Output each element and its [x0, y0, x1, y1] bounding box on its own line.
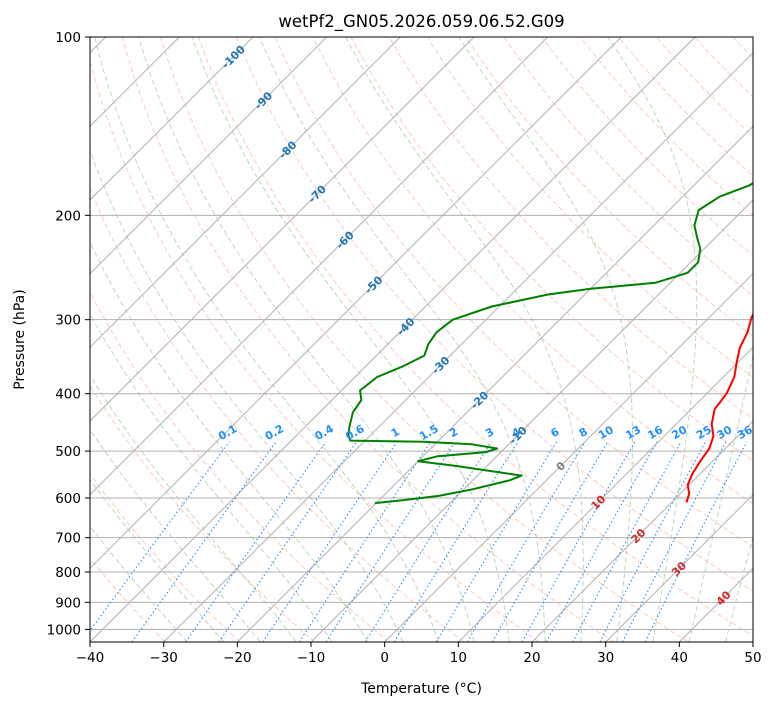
x-tick-label: −20	[223, 650, 252, 666]
dry-adiabat	[90, 59, 540, 642]
isotherm-line	[531, 420, 753, 642]
moist-adiabat	[90, 240, 369, 642]
x-tick-label: 40	[671, 650, 688, 666]
dry-adiabat	[350, 37, 753, 462]
chart-title: wetPf2_GN05.2026.059.06.52.G09	[278, 12, 564, 32]
x-tick-label: 10	[450, 650, 467, 666]
x-tick-label: 30	[597, 650, 614, 666]
plot-frame	[89, 36, 754, 643]
isotherm-line	[310, 199, 753, 642]
dry-adiabat	[90, 186, 465, 642]
dry-adiabat	[236, 37, 753, 592]
y-tick-label: 900	[55, 595, 81, 611]
mixing-ratio-line	[599, 441, 707, 642]
mixing-ratio-line	[491, 441, 609, 642]
dry-adiabat	[159, 37, 689, 642]
isotherm-line	[90, 37, 475, 422]
mixing-ratio-line	[572, 441, 682, 642]
x-tick-label: −40	[76, 650, 105, 666]
y-tick-label: 1000	[47, 622, 81, 638]
temperature-profile	[685, 312, 753, 503]
mixing-ratio-line	[621, 441, 727, 642]
mixing-ratio-line	[262, 441, 398, 642]
isotherm-line	[90, 37, 696, 642]
x-tick-label: 20	[523, 650, 540, 666]
mixing-ratio-line	[90, 441, 230, 632]
dry-adiabat	[121, 37, 614, 642]
moist-adiabat	[258, 37, 546, 642]
moist-adiabat	[90, 525, 188, 642]
mixing-ratio-line	[218, 441, 358, 642]
y-axis-title: Pressure (hPa)	[12, 289, 28, 389]
isotherm-line	[605, 493, 753, 642]
x-axis-title: Temperature (°C)	[360, 681, 482, 697]
dry-adiabat	[90, 472, 241, 642]
dewpoint-profile	[347, 182, 753, 505]
isotherm-line	[90, 37, 401, 349]
x-tick-label: 0	[380, 650, 389, 666]
isotherm-line	[90, 37, 549, 496]
y-tick-label: 200	[55, 208, 81, 224]
dry-adiabat	[579, 37, 753, 217]
moist-adiabat	[191, 37, 510, 642]
dry-adiabat	[90, 291, 390, 642]
moist-adiabat	[90, 374, 297, 642]
dry-adiabat	[312, 37, 753, 505]
mixing-ratio-line	[644, 441, 748, 642]
mixing-ratio-label: 36	[735, 423, 755, 442]
axes: −40 −30 −20 −10 0 10 20 30 40 50 100 200 300 400 500 60…	[47, 30, 762, 666]
mixing-ratio-line	[393, 441, 519, 642]
moist-adiabat	[688, 352, 753, 642]
isotherm-line	[457, 346, 753, 642]
mixing-ratio-line	[467, 441, 586, 642]
isotherm-line	[236, 125, 753, 642]
mixing-ratio-line	[435, 441, 558, 642]
isotherm-line	[90, 37, 254, 201]
y-tick-label: 100	[55, 30, 81, 46]
y-tick-label: 500	[55, 444, 81, 460]
isotherm-line	[90, 37, 328, 275]
dry-adiabat	[90, 384, 316, 642]
x-tick-label: −30	[149, 650, 178, 666]
moist-adiabat	[94, 37, 439, 642]
profiles	[347, 182, 753, 505]
mixing-ratio-line	[364, 441, 492, 642]
y-tick-label: 800	[55, 565, 81, 581]
mixing-ratio-line	[185, 441, 327, 642]
y-tick-label: 700	[55, 531, 81, 547]
isotherm-line	[384, 272, 753, 642]
isotherm-line	[90, 37, 622, 570]
mixing-ratio-line	[131, 441, 277, 642]
y-tick-label: 300	[55, 313, 81, 329]
dry-adiabat	[465, 37, 753, 337]
dry-adiabat	[274, 37, 753, 548]
moist-adiabat	[345, 37, 584, 642]
moist-adiabat	[607, 37, 698, 642]
x-tick-label: −10	[297, 650, 326, 666]
moist-adiabat	[90, 478, 225, 642]
dry-adiabat	[426, 37, 753, 378]
isotherm-line	[163, 51, 753, 642]
y-tick-label: 600	[55, 491, 81, 507]
x-tick-label: 50	[744, 650, 761, 666]
y-tick-label: 400	[55, 387, 81, 403]
background-lines	[90, 37, 753, 642]
moist-adiabat	[458, 37, 633, 642]
